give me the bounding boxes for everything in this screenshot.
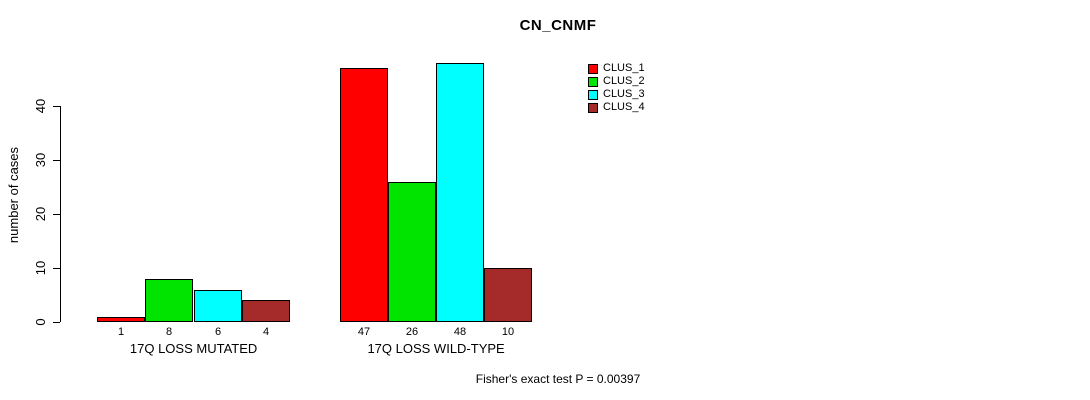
bar-clus_2-group1 xyxy=(145,279,193,322)
bar-clus_4-group1 xyxy=(242,300,290,322)
legend-item-clus_1: CLUS_1 xyxy=(588,62,645,75)
legend-item-clus_3: CLUS_3 xyxy=(588,88,645,101)
legend: CLUS_1 CLUS_2 CLUS_3 CLUS_4 xyxy=(588,62,645,114)
bar-value-label: 6 xyxy=(214,326,222,338)
y-tick xyxy=(53,267,60,269)
legend-item-clus_2: CLUS_2 xyxy=(588,75,645,88)
bar-value-label: 4 xyxy=(262,326,270,338)
legend-label: CLUS_3 xyxy=(603,88,645,100)
bar-clus_4-group2 xyxy=(484,268,532,322)
y-tick xyxy=(53,105,60,107)
group-label: 17Q LOSS WILD-TYPE xyxy=(367,341,505,356)
bar-value-label: 1 xyxy=(117,326,125,338)
legend-swatch-icon xyxy=(588,63,598,74)
y-axis-label: number of cases xyxy=(6,146,21,244)
legend-label: CLUS_2 xyxy=(603,75,645,87)
bar-clus_1-group1 xyxy=(97,317,145,322)
bar-value-label: 26 xyxy=(405,326,419,338)
group-label: 17Q LOSS MUTATED xyxy=(129,341,258,356)
bar-clus_2-group2 xyxy=(388,182,436,322)
y-tick-label: 30 xyxy=(33,152,48,168)
y-axis-line xyxy=(60,106,61,322)
y-tick-label: 10 xyxy=(33,260,48,276)
y-tick xyxy=(53,213,60,215)
bar-value-label: 47 xyxy=(357,326,371,338)
y-tick xyxy=(53,321,60,323)
bar-clus_3-group2 xyxy=(436,63,484,322)
bar-clus_1-group2 xyxy=(340,68,388,322)
legend-label: CLUS_1 xyxy=(603,62,645,74)
chart-title: CN_CNMF xyxy=(519,17,597,34)
legend-swatch-icon xyxy=(588,76,598,87)
y-tick-label: 20 xyxy=(33,206,48,222)
legend-swatch-icon xyxy=(588,89,598,100)
y-tick-label: 0 xyxy=(33,318,48,326)
bar-value-label: 10 xyxy=(501,326,515,338)
bar-clus_3-group1 xyxy=(194,290,242,322)
legend-swatch-icon xyxy=(588,102,598,113)
bar-value-label: 48 xyxy=(453,326,467,338)
legend-item-clus_4: CLUS_4 xyxy=(588,101,645,114)
y-tick xyxy=(53,159,60,161)
bar-value-label: 8 xyxy=(165,326,173,338)
fisher-test-note: Fisher's exact test P = 0.00397 xyxy=(475,372,641,386)
y-tick-label: 40 xyxy=(33,98,48,114)
legend-label: CLUS_4 xyxy=(603,101,645,113)
